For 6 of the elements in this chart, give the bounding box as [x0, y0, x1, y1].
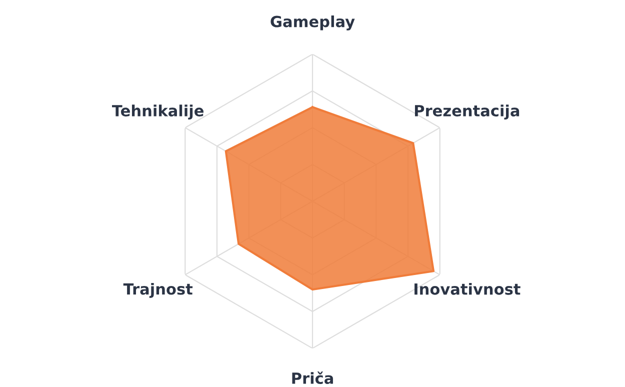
spoke-label: Gameplay — [270, 15, 355, 30]
spoke-label: Inovativnost — [414, 283, 520, 295]
spoke-label: Trajnost — [123, 282, 193, 298]
spoke-label: Prezentacija — [414, 104, 520, 120]
spoke-label: Tehnikalije — [112, 104, 204, 120]
spoke-label: Priča — [292, 372, 333, 384]
